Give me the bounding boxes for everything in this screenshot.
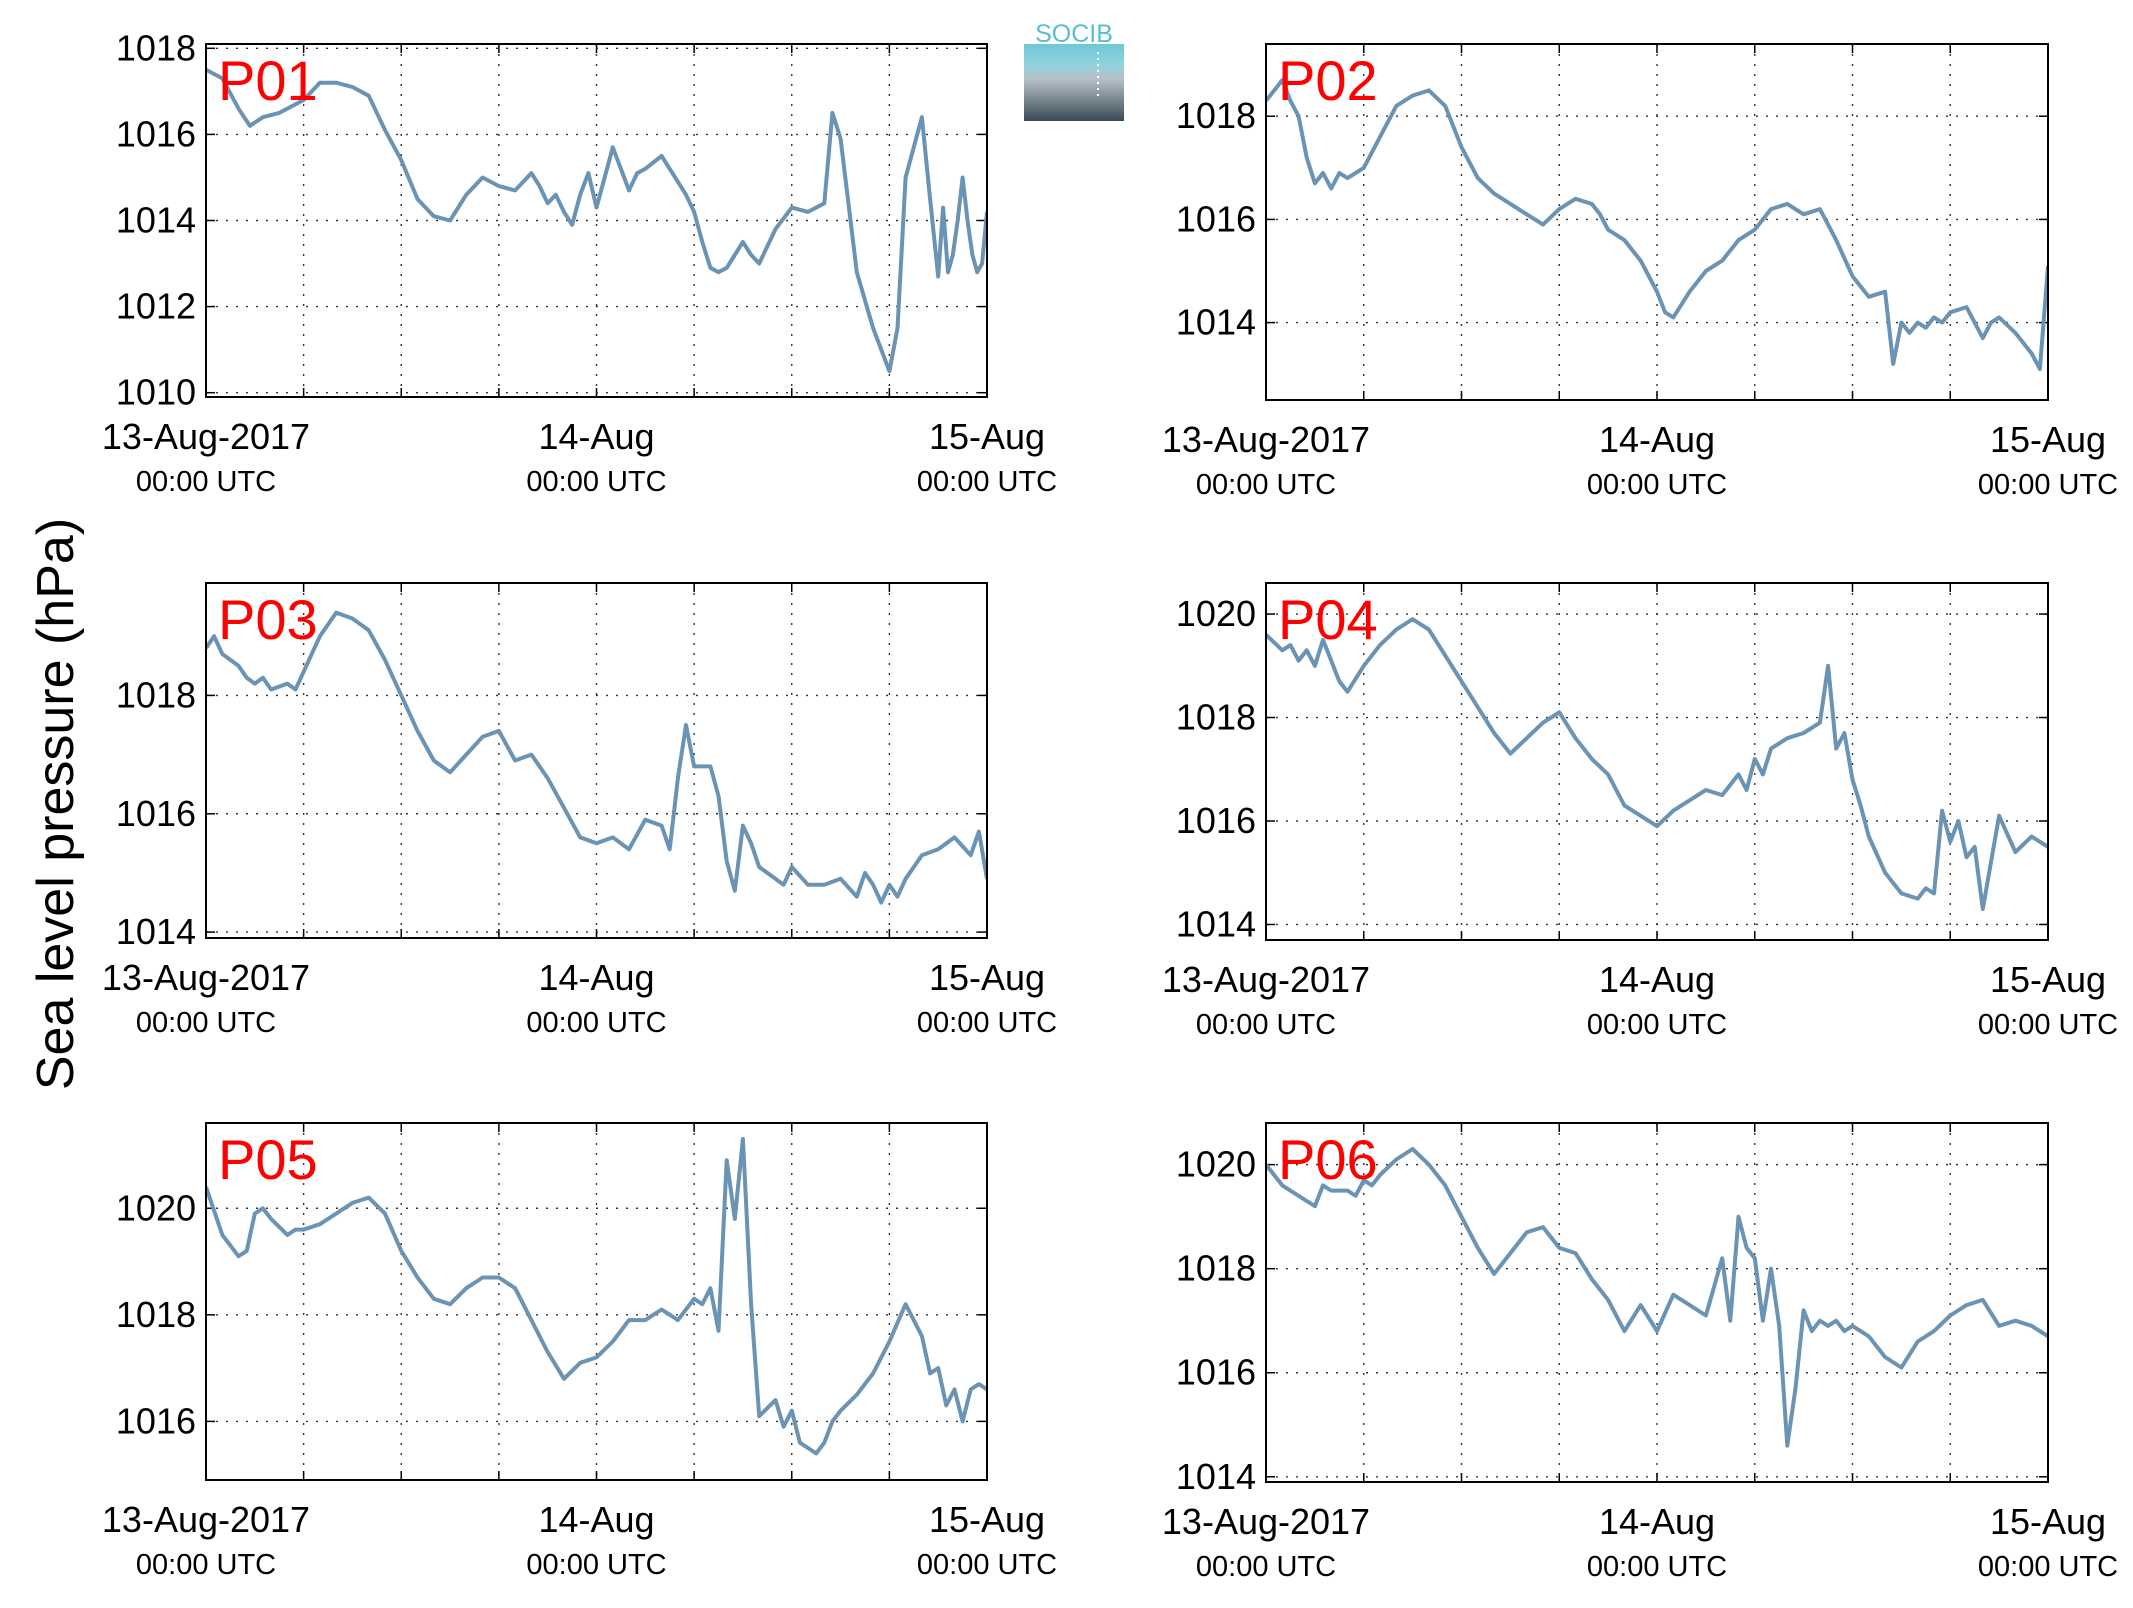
- p06-ytick-label: 1020: [1176, 1144, 1256, 1185]
- p01-plot-frame: [205, 43, 988, 398]
- p05-xtick-sublabel: 00:00 UTC: [917, 1549, 1057, 1581]
- p06-panel-label: P06: [1278, 1128, 1378, 1191]
- p04-panel-label: P04: [1278, 588, 1378, 651]
- logo-background: [1024, 44, 1124, 121]
- p02-xtick-sublabel: 00:00 UTC: [1587, 469, 1727, 501]
- p02-xtick-label: 15-Aug: [1990, 419, 2106, 460]
- p01-ytick-label: 1014: [116, 200, 196, 241]
- socib-logo: SOCIB: [1024, 20, 1124, 121]
- y-axis-label: Sea level pressure (hPa): [27, 517, 85, 1091]
- p02-ytick-label: 1014: [1176, 302, 1256, 343]
- p03-xtick-sublabel: 00:00 UTC: [526, 1007, 666, 1039]
- p01-series-line: [206, 68, 987, 374]
- p03-xtick-label: 13-Aug-2017: [102, 957, 310, 998]
- p01-xtick-sublabel: 00:00 UTC: [917, 466, 1057, 498]
- p01-ytick-label: 1012: [116, 286, 196, 327]
- p03-panel-label: P03: [218, 588, 318, 651]
- p04-xtick-sublabel: 00:00 UTC: [1978, 1009, 2118, 1041]
- p04-ytick-label: 1014: [1176, 903, 1256, 944]
- p01-ytick-label: 1010: [116, 372, 196, 413]
- p03-ytick-label: 1014: [116, 911, 196, 952]
- p04-plot-frame: [1265, 582, 2049, 941]
- p03-xtick-sublabel: 00:00 UTC: [136, 1007, 276, 1039]
- p01-ytick-label: 1016: [116, 113, 196, 154]
- p05-ytick-label: 1016: [116, 1400, 196, 1441]
- p02-ytick-label: 1018: [1176, 95, 1256, 136]
- p01-ytick-label: 1018: [116, 27, 196, 68]
- p06-xtick-label: 14-Aug: [1599, 1501, 1715, 1542]
- p03-xtick-sublabel: 00:00 UTC: [917, 1007, 1057, 1039]
- p04-ytick-label: 1020: [1176, 593, 1256, 634]
- p05-xtick-sublabel: 00:00 UTC: [136, 1549, 276, 1581]
- p04-series-line: [1266, 617, 2048, 911]
- p05-ytick-label: 1020: [116, 1187, 196, 1228]
- p06-xtick-label: 15-Aug: [1990, 1501, 2106, 1542]
- p05-xtick-label: 14-Aug: [538, 1499, 654, 1540]
- p01-panel-label: P01: [218, 49, 318, 112]
- p05-ytick-label: 1018: [116, 1294, 196, 1335]
- p04-ytick-label: 1016: [1176, 800, 1256, 841]
- p01-xtick-label: 15-Aug: [929, 416, 1045, 457]
- p06-xtick-sublabel: 00:00 UTC: [1196, 1551, 1336, 1583]
- p03-plot-frame: [205, 582, 988, 939]
- p02-series-line: [1266, 78, 2048, 371]
- p05-xtick-label: 15-Aug: [929, 1499, 1045, 1540]
- p01-xtick-sublabel: 00:00 UTC: [526, 466, 666, 498]
- p05-plot-frame: [205, 1122, 988, 1481]
- p03-xtick-label: 14-Aug: [538, 957, 654, 998]
- p04-xtick-sublabel: 00:00 UTC: [1587, 1009, 1727, 1041]
- p05-series-line: [206, 1137, 987, 1456]
- p04-xtick-sublabel: 00:00 UTC: [1196, 1009, 1336, 1041]
- p02-plot-frame: [1265, 43, 2049, 401]
- p01-xtick-label: 13-Aug-2017: [102, 416, 310, 457]
- p03-ytick-label: 1016: [116, 793, 196, 834]
- p02-xtick-label: 14-Aug: [1599, 419, 1715, 460]
- p01-xtick-sublabel: 00:00 UTC: [136, 466, 276, 498]
- p03-ytick-label: 1018: [116, 674, 196, 715]
- p05-panel-label: P05: [218, 1128, 318, 1191]
- p02-xtick-sublabel: 00:00 UTC: [1196, 469, 1336, 501]
- p06-ytick-label: 1014: [1176, 1456, 1256, 1497]
- p03-series-line: [206, 610, 987, 905]
- p04-xtick-label: 15-Aug: [1990, 959, 2106, 1000]
- p06-series-line: [1266, 1147, 2048, 1448]
- p06-plot-frame: [1265, 1122, 2049, 1483]
- p04-xtick-label: 13-Aug-2017: [1162, 959, 1370, 1000]
- p06-ytick-label: 1018: [1176, 1248, 1256, 1289]
- logo-text: SOCIB: [1035, 20, 1113, 48]
- p02-ytick-label: 1016: [1176, 198, 1256, 239]
- p04-xtick-label: 14-Aug: [1599, 959, 1715, 1000]
- p01-xtick-label: 14-Aug: [538, 416, 654, 457]
- p06-xtick-sublabel: 00:00 UTC: [1587, 1551, 1727, 1583]
- p05-xtick-label: 13-Aug-2017: [102, 1499, 310, 1540]
- p05-xtick-sublabel: 00:00 UTC: [526, 1549, 666, 1581]
- p06-xtick-sublabel: 00:00 UTC: [1978, 1551, 2118, 1583]
- p06-xtick-label: 13-Aug-2017: [1162, 1501, 1370, 1542]
- p04-ytick-label: 1018: [1176, 697, 1256, 738]
- p02-xtick-label: 13-Aug-2017: [1162, 419, 1370, 460]
- p06-ytick-label: 1016: [1176, 1352, 1256, 1393]
- p02-xtick-sublabel: 00:00 UTC: [1978, 469, 2118, 501]
- p02-panel-label: P02: [1278, 49, 1378, 112]
- p03-xtick-label: 15-Aug: [929, 957, 1045, 998]
